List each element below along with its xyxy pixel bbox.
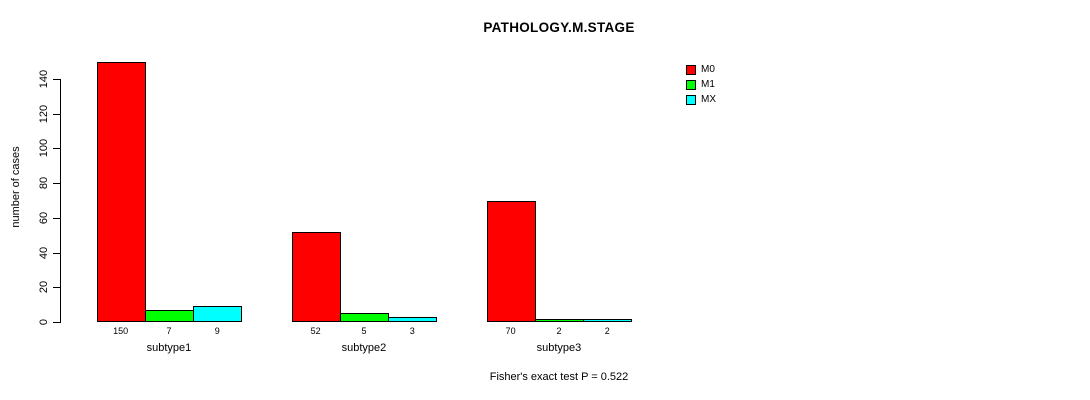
legend-item-label: M0	[701, 64, 715, 76]
bar-value-label: 70	[505, 326, 516, 336]
bar-mx-subtype3	[583, 318, 633, 322]
y-axis-tick	[53, 113, 60, 115]
bar-mx-subtype1	[193, 306, 243, 322]
y-axis-tick-label: 140	[38, 69, 50, 89]
bar-value-label: 9	[214, 326, 220, 336]
y-axis-tick-label: 0	[38, 318, 50, 326]
legend-item-label: MX	[701, 93, 716, 105]
bar-m1-subtype1	[144, 309, 195, 322]
chart-title: PATHOLOGY.M.STAGE	[483, 20, 635, 35]
y-axis-tick-label: 80	[38, 177, 50, 190]
bar-value-label: 150	[113, 326, 129, 336]
bar-m1-subtype2	[339, 313, 390, 322]
y-axis-tick	[53, 287, 60, 289]
bar-value-label: 52	[310, 326, 321, 336]
category-label: subtype1	[146, 342, 192, 354]
y-axis-label: number of cases	[10, 146, 22, 228]
category-label: subtype2	[341, 342, 387, 354]
y-axis-tick	[53, 217, 60, 219]
bar-m0-subtype2	[291, 231, 341, 322]
y-axis-tick-label: 120	[38, 104, 50, 123]
legend-item: M0	[686, 63, 716, 78]
bar-value-label: 2	[556, 326, 562, 336]
annotation-caption: Fisher's exact test P = 0.522	[489, 371, 629, 383]
bar-value-label: 3	[409, 326, 415, 336]
bar-m0-subtype1	[96, 61, 146, 322]
y-axis-tick	[53, 79, 60, 80]
y-axis-tick	[53, 322, 60, 323]
y-axis-line	[60, 79, 61, 323]
legend-item-label: M1	[701, 79, 715, 91]
y-axis-tick-label: 100	[38, 139, 50, 158]
category-label: subtype3	[536, 342, 582, 354]
legend-item: MX	[686, 92, 716, 107]
y-axis-tick-label: 20	[38, 281, 50, 294]
y-axis-tick-label: 40	[38, 246, 50, 259]
bar-value-label: 5	[361, 326, 367, 336]
bar-m1-subtype3	[534, 318, 585, 322]
bar-value-label: 7	[166, 326, 172, 336]
y-axis-tick	[53, 183, 60, 185]
y-axis-tick	[53, 252, 60, 254]
legend-swatch-m0	[686, 65, 696, 76]
bar-mx-subtype2	[388, 316, 438, 322]
bar-m0-subtype3	[486, 200, 536, 322]
legend-swatch-mx	[686, 94, 696, 105]
legend: M0 M1 MX	[686, 63, 716, 107]
y-axis-tick-label: 60	[38, 211, 50, 224]
y-axis-tick	[53, 148, 60, 150]
legend-swatch-m1	[686, 80, 696, 91]
legend-item: M1	[686, 78, 716, 93]
bar-value-label: 2	[604, 326, 610, 336]
